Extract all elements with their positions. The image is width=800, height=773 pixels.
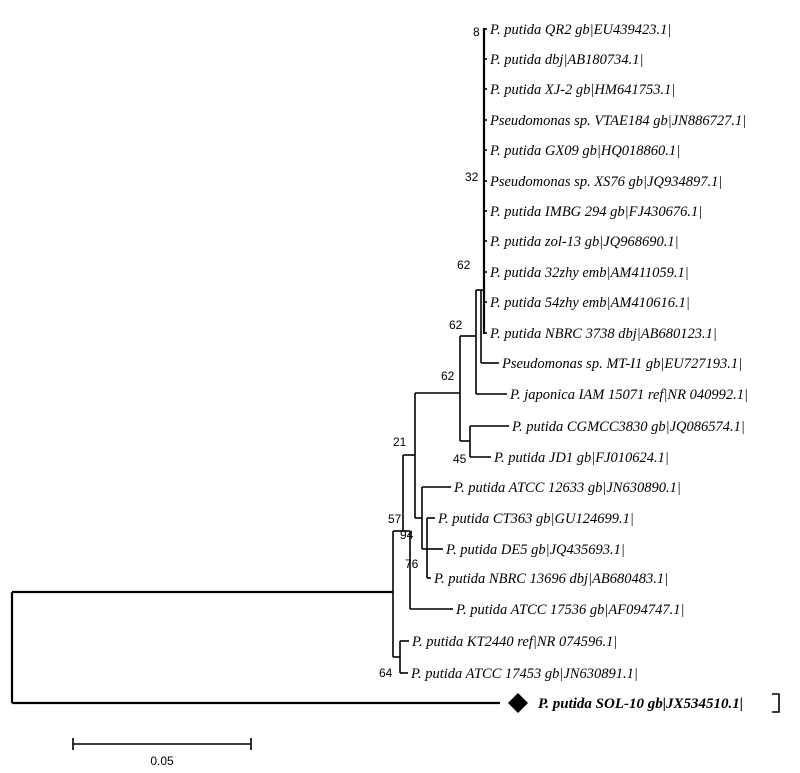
leaf-label: P. putida dbj|AB180734.1| — [489, 52, 644, 68]
bootstrap-value: 94 — [400, 528, 414, 542]
leaf-label: P. putida ATCC 12633 gb|JN630890.1| — [453, 480, 681, 496]
leaf-label: P. putida KT2440 ref|NR 074596.1| — [411, 634, 617, 650]
leaf-label: Pseudomonas sp. VTAE184 gb|JN886727.1| — [489, 113, 746, 129]
leaf-label: P. putida CGMCC3830 gb|JQ086574.1| — [511, 419, 745, 435]
bracket-icon — [772, 693, 780, 713]
scale-bar-label: 0.05 — [150, 754, 174, 768]
leaf-label: P. japonica IAM 15071 ref|NR 040992.1| — [509, 387, 748, 403]
leaf-label: P. putida GX09 gb|HQ018860.1| — [489, 143, 680, 159]
bootstrap-value: 45 — [453, 452, 467, 466]
leaf-label: P. putida XJ-2 gb|HM641753.1| — [489, 82, 675, 98]
highlighted-leaf-label: P. putida SOL-10 gb|JX534510.1| — [538, 696, 743, 712]
bootstrap-value: 21 — [393, 435, 407, 449]
bootstrap-value: 76 — [405, 557, 419, 571]
bootstrap-value: 64 — [379, 666, 393, 680]
leaf-label: P. putida ATCC 17453 gb|JN630891.1| — [410, 666, 638, 682]
leaf-label: P. putida 32zhy emb|AM411059.1| — [489, 265, 689, 281]
bootstrap-value: 32 — [465, 170, 479, 184]
leaf-labels: P. putida QR2 gb|EU439423.1| P. putida db… — [405, 22, 748, 682]
bootstrap-value: 62 — [449, 318, 463, 332]
leaf-label: P. putida NBRC 3738 dbj|AB680123.1| — [489, 326, 717, 342]
bootstrap-value: 62 — [457, 258, 471, 272]
leaf-label: P. putida 54zhy emb|AM410616.1| — [489, 295, 690, 311]
scale-bar: 0.05 — [72, 738, 252, 768]
bootstrap-value: 62 — [441, 369, 455, 383]
leaf-label: P. putida QR2 gb|EU439423.1| — [489, 22, 671, 38]
tree-branches — [10, 28, 506, 705]
diamond-icon — [508, 693, 528, 713]
leaf-label: P. putida IMBG 294 gb|FJ430676.1| — [489, 204, 702, 220]
bootstrap-values: 8 32 62 62 62 45 21 57 94 76 64 — [379, 25, 480, 680]
leaf-label: P. putida ATCC 17536 gb|AF094747.1| — [455, 602, 684, 618]
leaf-label: P. putida NBRC 13696 dbj|AB680483.1| — [433, 571, 668, 587]
leaf-label: Pseudomonas sp. MT-I1 gb|EU727193.1| — [501, 356, 742, 372]
bootstrap-value: 8 — [473, 25, 480, 39]
leaf-label: P. putida zol-13 gb|JQ968690.1| — [489, 234, 679, 250]
leaf-label: P. putida CT363 gb|GU124699.1| — [437, 511, 634, 527]
bootstrap-value: 57 — [388, 512, 402, 526]
leaf-label: Pseudomonas sp. XS76 gb|JQ934897.1| — [489, 174, 722, 190]
leaf-label: P. putida JD1 gb|FJ010624.1| — [493, 450, 669, 466]
leaf-label: P. putida DE5 gb|JQ435693.1| — [445, 542, 625, 558]
